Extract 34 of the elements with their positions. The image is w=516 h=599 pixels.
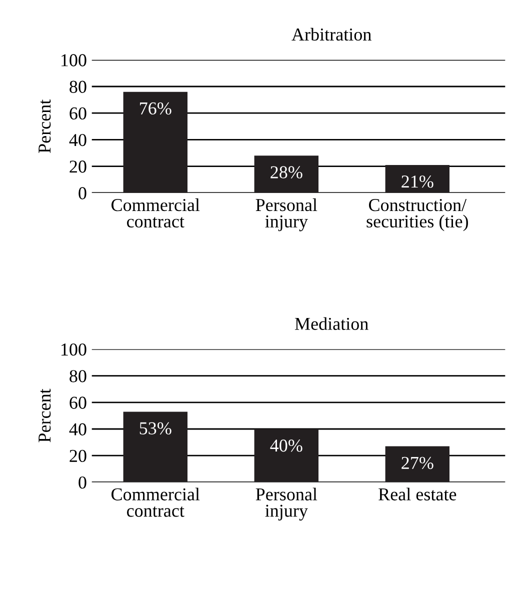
bar	[385, 164, 450, 193]
x-tick-label: Construction/ securities (tie)	[366, 199, 468, 232]
y-tick-label: 80	[70, 370, 86, 382]
y-axis-title: Percent	[38, 388, 51, 442]
bar	[123, 412, 188, 482]
x-tick-label: Real estate	[378, 488, 456, 500]
x-tick-label: Commercial contract	[112, 488, 200, 517]
y-tick-label: 40	[69, 423, 86, 436]
bar	[254, 156, 318, 193]
x-tick-label: Commercial contract	[112, 198, 200, 228]
y-tick-label: 20	[70, 450, 86, 462]
x-tick-label: Personal injury	[256, 488, 318, 521]
data-label: 21%	[402, 175, 434, 188]
chart-title: Mediation	[294, 317, 368, 330]
bar	[254, 429, 318, 482]
y-tick-label: 0	[78, 476, 86, 489]
data-label: 53%	[140, 422, 172, 434]
y-axis-title: Percent	[38, 99, 51, 153]
y-tick-label: 60	[70, 107, 86, 120]
data-label: 27%	[402, 456, 434, 470]
y-tick-label: 40	[69, 134, 86, 146]
data-label: 76%	[140, 102, 172, 115]
y-tick-label: 20	[70, 160, 86, 173]
y-tick-label: 100	[61, 54, 86, 66]
y-tick-label: 0	[78, 187, 86, 200]
bar	[385, 446, 450, 482]
bar	[123, 92, 188, 193]
chart-title: Arbitration	[292, 28, 372, 41]
y-tick-label: 80	[70, 80, 86, 93]
data-label: 28%	[270, 166, 302, 178]
y-tick-label: 100	[61, 343, 86, 356]
y-tick-label: 60	[70, 396, 86, 409]
x-tick-label: Personal injury	[256, 198, 318, 232]
data-label: 40%	[270, 440, 302, 452]
